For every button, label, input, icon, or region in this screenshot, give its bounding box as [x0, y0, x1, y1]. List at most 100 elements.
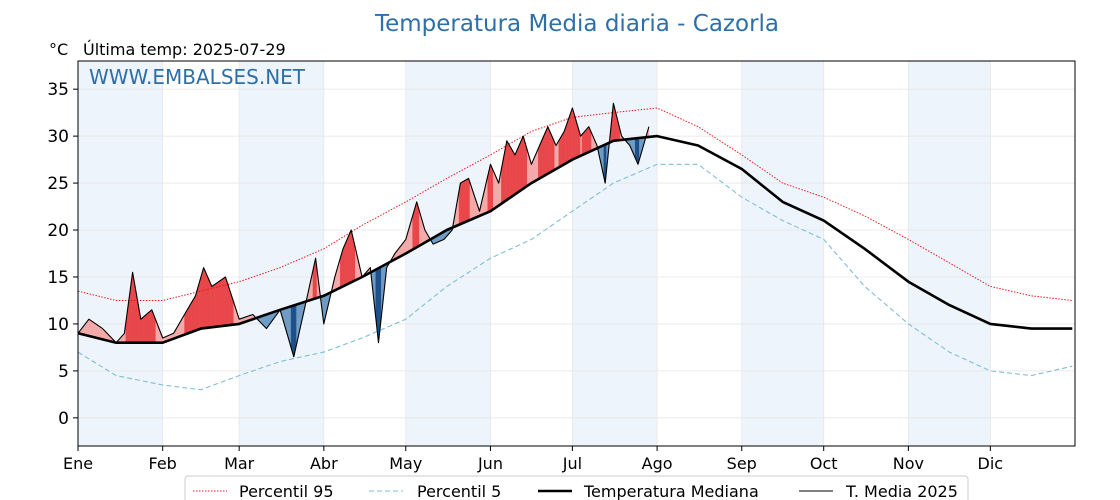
above-median-fill [568, 115, 570, 163]
above-median-fill [226, 281, 229, 326]
above-median-fill [520, 139, 523, 191]
series-lines [77, 102, 1073, 391]
above-median-fill [96, 324, 99, 339]
above-median-fill [513, 151, 516, 196]
above-median-fill [460, 181, 462, 225]
above-median-fill [94, 322, 96, 338]
above-median-fill [548, 129, 551, 174]
month-band [741, 61, 824, 446]
above-median-fill [553, 139, 555, 171]
above-median-fill [561, 133, 564, 167]
x-tick-label: Dic [978, 454, 1004, 473]
above-median-fill [207, 276, 210, 329]
x-tick-label: Ene [63, 454, 93, 473]
above-median-fill [585, 127, 588, 154]
above-median-fill [345, 239, 348, 286]
above-median-fill [191, 299, 193, 333]
plot-frame [77, 60, 1076, 447]
above-median-fill [469, 182, 472, 221]
below-median-fill [293, 304, 296, 357]
above-median-fill [200, 272, 203, 329]
above-median-fill [90, 319, 92, 337]
above-median-fill [540, 139, 543, 178]
above-median-fill [558, 137, 561, 168]
legend-label-median: Temperatura Mediana [583, 482, 759, 500]
above-median-fill [217, 281, 219, 327]
above-median-fill [492, 170, 495, 210]
above-median-fill [146, 312, 148, 343]
above-median-fill [197, 281, 200, 330]
above-median-fill [147, 311, 150, 343]
above-median-fill [95, 323, 98, 339]
above-median-fill [143, 315, 146, 343]
y-tick-label: 0 [58, 409, 69, 429]
above-median-fill [510, 147, 513, 198]
above-median-fill [461, 181, 464, 224]
above-median-fill [92, 321, 95, 338]
above-median-fill [512, 149, 514, 197]
above-median-fill [141, 316, 144, 343]
y-tick-label: 10 [47, 315, 69, 335]
y-axis: 0 5 10 15 20 25 30 35 [47, 80, 78, 429]
above-median-fill [228, 285, 230, 326]
above-median-fill [574, 117, 577, 159]
series-line-p95 [77, 107, 1073, 301]
above-median-fill [192, 297, 195, 332]
above-median-fill [562, 130, 565, 166]
above-median-fill [195, 291, 198, 331]
above-median-fill [506, 140, 509, 201]
y-tick-label: 25 [47, 174, 69, 194]
legend-box [184, 475, 969, 500]
above-median-fill [490, 164, 493, 212]
above-median-fill [349, 229, 352, 284]
above-median-fill [348, 233, 350, 285]
above-median-fill [533, 154, 536, 182]
series-line-p5 [77, 163, 1073, 391]
above-median-fill [213, 284, 215, 328]
above-median-fill [536, 148, 539, 181]
above-median-fill [218, 280, 221, 327]
above-median-fill [564, 127, 566, 165]
above-median-fill [150, 309, 152, 343]
above-median-fill [572, 107, 574, 160]
above-median-fill [87, 318, 90, 337]
above-median-fill [525, 145, 528, 188]
above-median-fill [148, 310, 151, 343]
above-median-fill [223, 276, 226, 326]
above-median-fill [535, 151, 538, 182]
above-median-fill [544, 129, 547, 176]
above-median-fill [542, 136, 544, 178]
below-median-fill [289, 306, 292, 348]
series-line-current [77, 102, 650, 358]
above-median-fill [491, 167, 494, 211]
above-median-fill [581, 132, 584, 156]
above-median-fill [193, 295, 196, 332]
legend-label-p95: Percentil 95 [239, 482, 334, 500]
x-tick-label: May [389, 454, 422, 473]
above-median-fill [587, 126, 589, 154]
above-median-fill [538, 145, 540, 180]
legend-label-current: T. Media 2025 [845, 482, 958, 500]
legend: Percentil 95 Percentil 5 Temperatura Med… [184, 475, 969, 500]
above-median-fill [584, 129, 587, 155]
above-median-fill [203, 267, 206, 329]
above-median-fill [524, 140, 527, 189]
above-median-fill [140, 317, 143, 343]
x-tick-label: Jul [562, 454, 582, 473]
month-band [78, 61, 163, 446]
above-median-fill [344, 242, 346, 287]
above-median-fill [573, 112, 576, 160]
above-median-fill [99, 326, 102, 340]
above-median-fill [554, 142, 557, 171]
above-median-fill [132, 272, 135, 343]
above-median-fill [182, 313, 185, 336]
above-median-fill [199, 276, 202, 330]
above-median-fill [101, 327, 103, 340]
last-temp-label: Última temp: 2025-07-29 [83, 40, 286, 59]
month-bands [78, 61, 991, 446]
x-tick-label: Feb [149, 454, 177, 473]
x-tick-label: Sep [727, 454, 757, 473]
x-axis: Ene Feb Mar Abr May Jun Jul Ago Sep Oct Nov Dic [63, 446, 1003, 473]
above-median-fill [494, 173, 497, 209]
